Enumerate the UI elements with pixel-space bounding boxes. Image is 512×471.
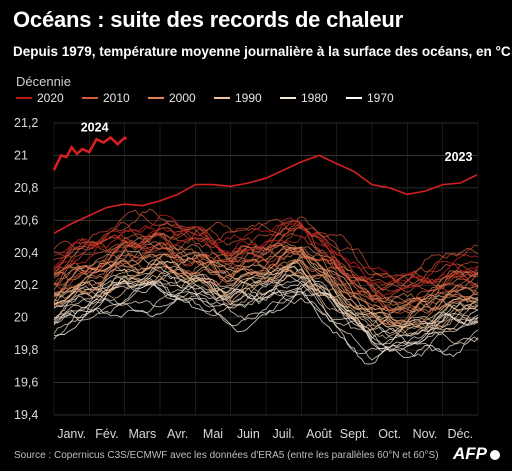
y-tick-label: 20,4: [14, 246, 38, 260]
series-line-2003: [53, 244, 479, 311]
brand-text: AFP: [453, 444, 487, 463]
annotations: 2024 2023: [81, 121, 473, 164]
afp-logo: AFP: [453, 444, 500, 464]
x-tick-label: Juil.: [273, 427, 295, 441]
legend-item-1980: 1980: [280, 91, 346, 105]
legend-title: Décennie: [16, 74, 71, 89]
series-line-1992: [53, 261, 479, 334]
series-line-2023: [53, 154, 478, 235]
x-tick-label: Mai: [203, 427, 223, 441]
series-line-2002: [53, 253, 479, 327]
series-line-2005: [54, 253, 479, 325]
legend-swatch-2010: [82, 97, 98, 99]
series-line-1979: [53, 291, 479, 365]
series-line-2022: [53, 223, 479, 286]
series-line-2013: [53, 232, 479, 300]
legend-swatch-2020: [16, 97, 32, 99]
series-line-2007: [53, 241, 479, 312]
legend: 2020 2010 2000 1990 1980 1970: [16, 91, 412, 105]
chart-subtitle: Depuis 1979, température moyenne journal…: [13, 44, 511, 59]
x-tick-label: Nov.: [413, 427, 438, 441]
series-line-2012: [53, 239, 479, 314]
x-tick-label: Sept.: [340, 427, 369, 441]
legend-label-2020: 2020: [37, 91, 64, 105]
legend-swatch-1970: [346, 97, 362, 99]
legend-label-1980: 1980: [301, 91, 328, 105]
y-tick-label: 20,8: [14, 181, 38, 195]
legend-item-2000: 2000: [148, 91, 214, 105]
legend-label-1970: 1970: [367, 91, 394, 105]
series-line-2006: [53, 233, 479, 303]
chart-title: Océans : suite des records de chaleur: [13, 7, 403, 32]
x-tick-label: Mars: [128, 427, 156, 441]
legend-label-1990: 1990: [235, 91, 262, 105]
legend-swatch-1990: [214, 97, 230, 99]
y-tick-label: 20,2: [14, 278, 38, 292]
series-line-2009: [53, 233, 479, 307]
source-note: Source : Copernicus C3S/ECMWF avec les d…: [14, 450, 439, 461]
y-tick-label: 19,8: [14, 343, 38, 357]
series-line-2021: [53, 225, 479, 298]
series-line-1997: [53, 260, 479, 328]
y-axis-labels: 19,4 19,6 19,8 20 20,2 20,4 20,6 20,8 21 21,2: [14, 116, 38, 422]
legend-item-1990: 1990: [214, 91, 280, 105]
series-line-1995: [53, 265, 479, 332]
x-tick-label: Déc.: [447, 427, 473, 441]
series-line-1985: [53, 277, 479, 345]
x-tick-label: Avr.: [167, 427, 188, 441]
legend-swatch-1980: [280, 97, 296, 99]
y-tick-label: 21: [14, 148, 28, 162]
series-line-1982: [53, 278, 479, 345]
series-line-2020: [53, 214, 479, 283]
y-tick-label: 20,6: [14, 213, 38, 227]
series-lines: [52, 135, 479, 365]
series-line-1984: [53, 284, 479, 361]
legend-item-2020: 2020: [16, 91, 82, 105]
legend-label-2010: 2010: [103, 91, 130, 105]
series-line-2004: [53, 247, 479, 313]
series-line-1990: [53, 259, 479, 333]
y-tick-label: 21,2: [14, 116, 38, 130]
x-tick-label: Août: [306, 427, 332, 441]
series-line-2019: [53, 208, 479, 285]
legend-item-2010: 2010: [82, 91, 148, 105]
x-tick-label: Juin: [237, 427, 260, 441]
x-tick-label: Fév.: [95, 427, 118, 441]
annotation-2024: 2024: [81, 121, 109, 135]
legend-label-2000: 2000: [169, 91, 196, 105]
legend-swatch-2000: [148, 97, 164, 99]
y-tick-label: 19,6: [14, 376, 38, 390]
legend-item-1970: 1970: [346, 91, 412, 105]
series-line-2018: [53, 209, 479, 286]
series-line-1980: [53, 287, 479, 355]
series-line-2024: [52, 135, 128, 171]
y-tick-label: 19,4: [14, 408, 38, 422]
x-tick-label: Janv.: [57, 427, 86, 441]
x-tick-label: Oct.: [378, 427, 401, 441]
y-tick-label: 20: [14, 311, 28, 325]
x-axis-labels: Janv. Fév. Mars Avr. Mai Juin Juil. Août Sept. Oc…: [57, 427, 473, 441]
series-line-2015: [53, 222, 479, 292]
series-line-1996: [53, 261, 479, 328]
brand-dot-icon: [490, 449, 500, 460]
annotation-2023: 2023: [445, 150, 473, 164]
series-line-1988: [53, 279, 479, 353]
